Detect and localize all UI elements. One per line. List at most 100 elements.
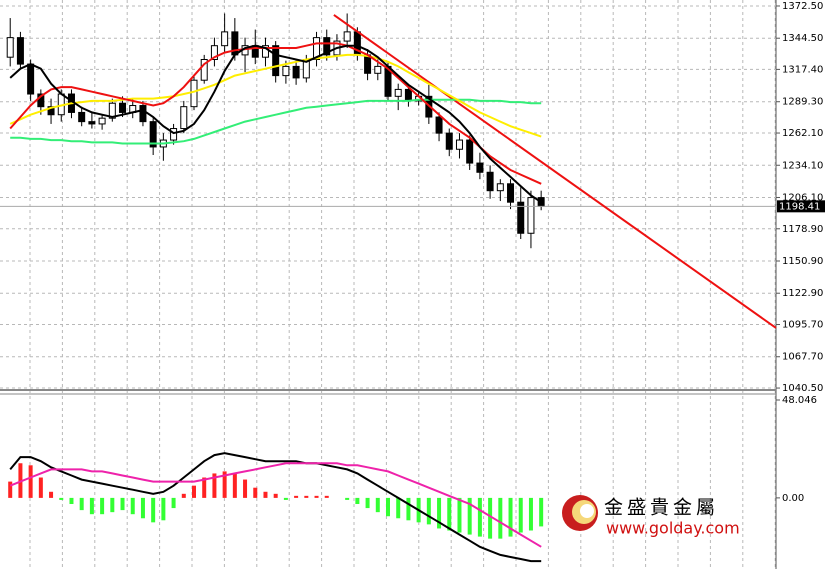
- histogram-bar: [69, 497, 74, 505]
- histogram-bar: [304, 495, 309, 498]
- candle-body: [394, 88, 402, 97]
- logo: [580, 504, 594, 518]
- indicator-line: [9, 42, 542, 185]
- histogram-bar: [49, 491, 54, 498]
- histogram-bar: [477, 497, 482, 537]
- histogram-bar: [273, 493, 278, 498]
- y-tick-label: 1372.50: [782, 1, 823, 12]
- candle-body: [272, 45, 280, 77]
- candle-body: [486, 171, 494, 192]
- candle-body: [119, 102, 127, 113]
- candle-body: [27, 63, 35, 95]
- histogram-bar: [294, 495, 299, 498]
- histogram-bar: [406, 497, 411, 521]
- candle-body: [445, 132, 453, 150]
- candle-body: [313, 37, 321, 60]
- candle-body: [37, 93, 45, 108]
- indicator-line: [9, 462, 542, 548]
- histogram-bar: [181, 493, 186, 498]
- candle-body: [404, 88, 412, 102]
- y-tick-label: 48.046: [782, 395, 817, 406]
- y-tick-label: 1289.30: [782, 97, 823, 108]
- histogram-bar: [202, 477, 207, 498]
- histogram-bar: [283, 497, 288, 500]
- trend-line: [333, 14, 777, 329]
- candle-body: [517, 201, 525, 234]
- y-tick-label: 1317.40: [782, 64, 823, 75]
- histogram-bar: [375, 497, 380, 513]
- histogram-bar: [498, 497, 503, 539]
- candle-body: [476, 162, 484, 173]
- histogram-bar: [396, 497, 401, 519]
- y-tick-label: 1095.70: [782, 320, 823, 331]
- candle-body: [374, 65, 382, 74]
- watermark-name: 金盛貴金屬: [604, 497, 719, 519]
- candle-body: [98, 117, 106, 125]
- y-tick-label: 1206.10: [782, 192, 823, 203]
- histogram-bar: [345, 497, 350, 500]
- candle-body: [180, 106, 188, 130]
- candle-body: [210, 45, 218, 60]
- candle-body: [6, 37, 14, 58]
- y-tick-label: 1150.90: [782, 256, 823, 267]
- y-tick-label: 1344.50: [782, 33, 823, 44]
- histogram-bar: [120, 497, 125, 511]
- histogram-bar: [324, 495, 329, 498]
- candle-body: [527, 197, 535, 234]
- histogram-bar: [263, 491, 268, 498]
- indicator-line: [9, 44, 542, 204]
- histogram-bar: [447, 497, 452, 531]
- candle-body: [496, 183, 504, 192]
- histogram-bar: [89, 497, 94, 515]
- watermark: 金盛貴金屬 www.golday.com: [562, 495, 740, 538]
- y-tick-label: 1067.70: [782, 352, 823, 363]
- histogram-bar: [528, 497, 533, 531]
- candle-body: [323, 37, 331, 56]
- candle-body: [221, 31, 229, 47]
- current-price-box: [777, 200, 825, 213]
- histogram-bar: [140, 497, 145, 519]
- histogram-bar: [426, 497, 431, 525]
- candle-body: [190, 79, 198, 108]
- histogram-bar: [38, 477, 43, 498]
- histogram-bar: [59, 497, 64, 500]
- candle-body: [455, 139, 463, 150]
- candle-body: [16, 37, 24, 65]
- y-tick-label: 1040.50: [782, 383, 823, 394]
- histogram-bar: [100, 497, 105, 515]
- candle-body: [47, 106, 55, 116]
- candle-body: [507, 183, 515, 203]
- histogram-bar: [79, 497, 84, 511]
- candle-body: [139, 105, 147, 123]
- histogram-bar: [151, 497, 156, 523]
- histogram-bar: [222, 471, 227, 498]
- histogram-bar: [457, 497, 462, 533]
- watermark-url: www.golday.com: [606, 519, 740, 538]
- candle-body: [170, 128, 178, 141]
- candle-body: [108, 102, 116, 119]
- histogram-bar: [488, 497, 493, 539]
- indicator-line: [10, 98, 542, 145]
- candle-body: [78, 111, 86, 123]
- y-tick-label: 1262.10: [782, 128, 823, 139]
- histogram-bar: [171, 497, 176, 509]
- histogram-bar: [355, 497, 360, 505]
- histogram-bar: [110, 497, 115, 513]
- histogram-bar: [365, 497, 370, 509]
- candle-body: [282, 65, 290, 77]
- candle-body: [88, 121, 96, 125]
- histogram-bar: [8, 481, 13, 498]
- candle-body: [261, 45, 269, 58]
- histogram-bar: [161, 497, 166, 521]
- current-price-label: 1198.41: [779, 201, 820, 212]
- candle-body: [200, 58, 208, 81]
- histogram-bar: [508, 497, 513, 537]
- indicator-line: [9, 452, 542, 563]
- candle-body: [343, 31, 351, 42]
- candle-body: [435, 116, 443, 134]
- histogram-bar: [467, 497, 472, 535]
- candle-body: [364, 54, 372, 74]
